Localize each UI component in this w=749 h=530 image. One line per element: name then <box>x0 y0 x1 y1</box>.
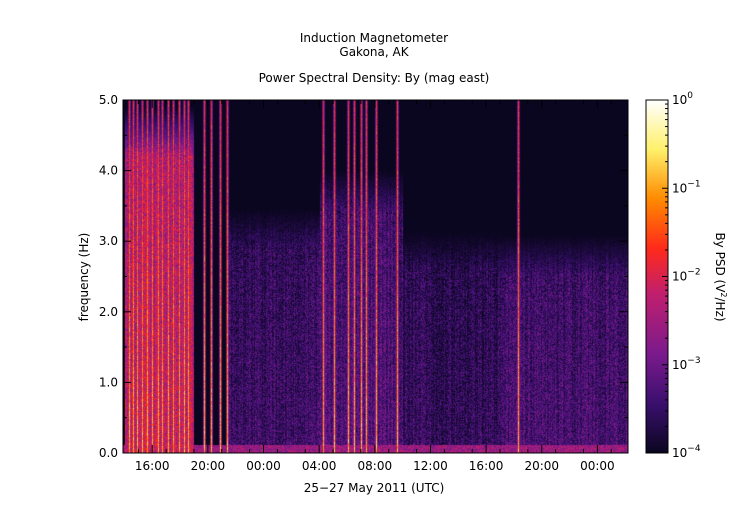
x-tick-label: 00:00 <box>246 459 281 473</box>
chart-subtitle: Gakona, AK <box>339 45 409 59</box>
colorbar-tick-base: 10 <box>672 358 687 372</box>
colorbar-tick-base: 10 <box>672 270 687 284</box>
colorbar-tick-base: 10 <box>672 446 687 460</box>
colorbar-label-text: By PSD (V <box>713 232 727 293</box>
x-tick-label: 12:00 <box>413 459 448 473</box>
x-tick-label: 16:00 <box>135 459 170 473</box>
colorbar-label-sup: 2 <box>719 292 728 297</box>
spectrogram-plot-area <box>122 99 629 454</box>
colorbar-tick-base: 10 <box>672 181 687 195</box>
x-tick-label: 04:00 <box>302 459 337 473</box>
colorbar-tick-exponent: −3 <box>687 356 700 366</box>
colorbar-label-end: /Hz) <box>713 298 727 322</box>
x-tick-label: 20:00 <box>191 459 226 473</box>
colorbar-tick-label: 10−1 <box>672 179 701 195</box>
colorbar-tick-label: 10−3 <box>672 356 701 372</box>
x-tick-label: 16:00 <box>469 459 504 473</box>
colorbar-label: By PSD (V2/Hz) <box>713 232 728 321</box>
spectrogram-heatmap <box>123 100 628 453</box>
y-tick-label: 5.0 <box>99 93 118 107</box>
x-tick-label: 08:00 <box>358 459 393 473</box>
colorbar-tick-label: 100 <box>672 91 693 107</box>
y-tick-label: 2.0 <box>99 305 118 319</box>
colorbar-tick-label: 10−4 <box>672 444 701 460</box>
y-tick-label: 0.0 <box>99 446 118 460</box>
y-tick-label: 1.0 <box>99 375 118 389</box>
chart-title: Induction Magnetometer <box>300 31 448 45</box>
colorbar-tick-exponent: 0 <box>687 91 693 101</box>
colorbar-tick-exponent: −2 <box>687 268 700 278</box>
colorbar-tick-exponent: −4 <box>687 444 701 454</box>
y-tick-label: 4.0 <box>99 164 118 178</box>
y-axis: 0.0 1.0 2.0 3.0 4.0 5.0 <box>99 93 628 460</box>
colorbar-tick-exponent: −1 <box>687 179 700 189</box>
x-tick-label: 00:00 <box>580 459 615 473</box>
colorbar-tick-label: 10−2 <box>672 268 701 284</box>
x-axis-label: 25−27 May 2011 (UTC) <box>304 481 445 495</box>
colorbar-tick-base: 10 <box>672 93 687 107</box>
plot-title: Power Spectral Density: By (mag east) <box>259 71 490 85</box>
y-tick-label: 3.0 <box>99 234 118 248</box>
x-axis: 16:00 20:00 00:00 04:00 08:00 12:00 16:00 20:00… <box>135 100 615 473</box>
y-axis-label: frequency (Hz) <box>77 233 91 322</box>
x-tick-label: 20:00 <box>524 459 559 473</box>
